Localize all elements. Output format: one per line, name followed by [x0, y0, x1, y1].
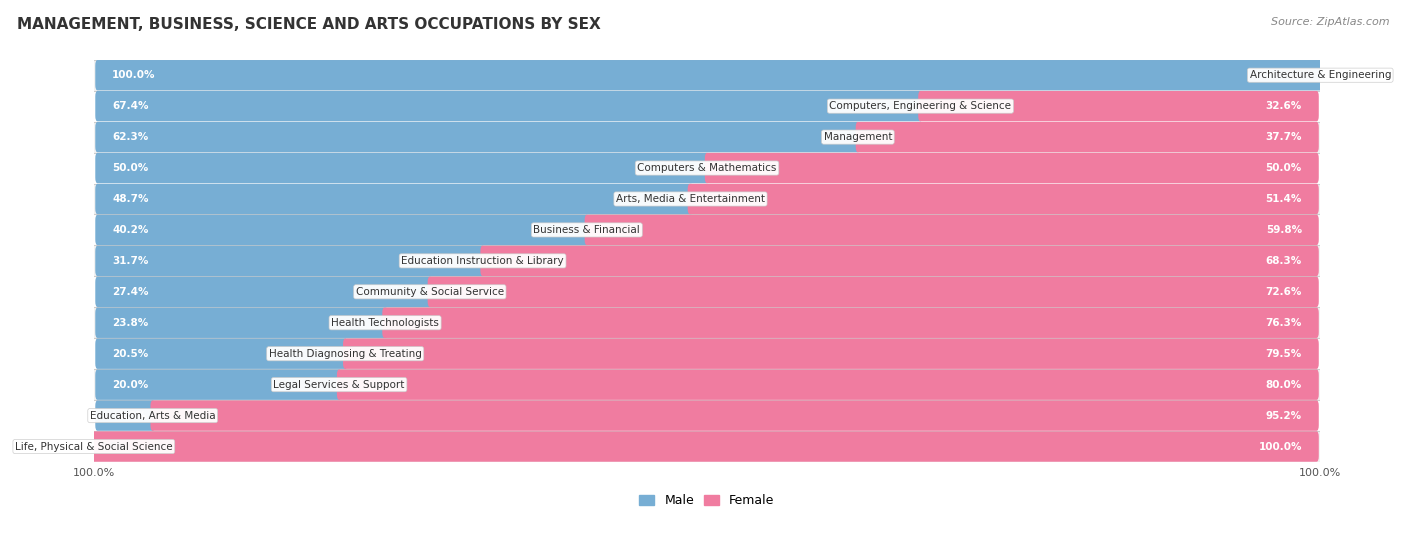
- Text: MANAGEMENT, BUSINESS, SCIENCE AND ARTS OCCUPATIONS BY SEX: MANAGEMENT, BUSINESS, SCIENCE AND ARTS O…: [17, 17, 600, 32]
- FancyBboxPatch shape: [96, 307, 388, 338]
- Text: 27.4%: 27.4%: [112, 287, 149, 297]
- FancyBboxPatch shape: [337, 369, 1319, 400]
- FancyBboxPatch shape: [96, 184, 693, 214]
- FancyBboxPatch shape: [97, 97, 1316, 116]
- Bar: [94, 215, 1320, 245]
- FancyBboxPatch shape: [918, 91, 1319, 121]
- Text: 59.8%: 59.8%: [1265, 225, 1302, 235]
- FancyBboxPatch shape: [97, 406, 1316, 425]
- Text: 62.3%: 62.3%: [112, 132, 149, 142]
- Text: 48.7%: 48.7%: [112, 194, 149, 204]
- Text: 31.7%: 31.7%: [112, 256, 149, 266]
- Text: 32.6%: 32.6%: [1265, 101, 1302, 111]
- Legend: Male, Female: Male, Female: [634, 489, 779, 512]
- FancyBboxPatch shape: [427, 277, 1319, 307]
- Text: 20.5%: 20.5%: [112, 349, 149, 359]
- Bar: [94, 91, 1320, 122]
- Text: 50.0%: 50.0%: [1265, 163, 1302, 173]
- Text: 51.4%: 51.4%: [1265, 194, 1302, 204]
- FancyBboxPatch shape: [97, 127, 1316, 146]
- Bar: [94, 431, 1320, 462]
- FancyBboxPatch shape: [96, 91, 922, 121]
- FancyBboxPatch shape: [96, 400, 155, 431]
- Text: 67.4%: 67.4%: [112, 101, 149, 111]
- Text: Legal Services & Support: Legal Services & Support: [273, 380, 405, 390]
- Text: 40.2%: 40.2%: [112, 225, 149, 235]
- FancyBboxPatch shape: [96, 215, 589, 245]
- FancyBboxPatch shape: [97, 282, 1316, 301]
- Text: 23.8%: 23.8%: [112, 318, 149, 328]
- Text: 4.8%: 4.8%: [118, 411, 146, 420]
- FancyBboxPatch shape: [704, 153, 1319, 183]
- Text: 79.5%: 79.5%: [1265, 349, 1302, 359]
- Bar: [94, 307, 1320, 338]
- Text: 0.0%: 0.0%: [1288, 70, 1315, 80]
- Text: 100.0%: 100.0%: [1258, 442, 1302, 452]
- Text: Education Instruction & Library: Education Instruction & Library: [401, 256, 564, 266]
- Text: 76.3%: 76.3%: [1265, 318, 1302, 328]
- Bar: [94, 60, 1320, 91]
- FancyBboxPatch shape: [96, 339, 347, 369]
- Text: Arts, Media & Entertainment: Arts, Media & Entertainment: [616, 194, 765, 204]
- FancyBboxPatch shape: [585, 215, 1319, 245]
- FancyBboxPatch shape: [382, 307, 1319, 338]
- FancyBboxPatch shape: [150, 400, 1319, 431]
- Text: Computers & Mathematics: Computers & Mathematics: [637, 163, 776, 173]
- Bar: [94, 122, 1320, 153]
- Bar: [94, 153, 1320, 183]
- FancyBboxPatch shape: [96, 153, 709, 183]
- Text: Management: Management: [824, 132, 893, 142]
- Text: Health Diagnosing & Treating: Health Diagnosing & Treating: [269, 349, 422, 359]
- Text: 100.0%: 100.0%: [112, 70, 156, 80]
- FancyBboxPatch shape: [97, 375, 1316, 394]
- Text: Computers, Engineering & Science: Computers, Engineering & Science: [830, 101, 1011, 111]
- Text: Health Technologists: Health Technologists: [332, 318, 439, 328]
- FancyBboxPatch shape: [481, 246, 1319, 276]
- Text: Education, Arts & Media: Education, Arts & Media: [90, 411, 215, 420]
- FancyBboxPatch shape: [97, 437, 1316, 456]
- FancyBboxPatch shape: [97, 344, 1316, 363]
- Text: Source: ZipAtlas.com: Source: ZipAtlas.com: [1271, 17, 1389, 27]
- Bar: [94, 400, 1320, 431]
- FancyBboxPatch shape: [856, 122, 1319, 152]
- FancyBboxPatch shape: [91, 432, 1319, 462]
- FancyBboxPatch shape: [97, 220, 1316, 239]
- Bar: [94, 369, 1320, 400]
- FancyBboxPatch shape: [97, 252, 1316, 271]
- Text: Architecture & Engineering: Architecture & Engineering: [1250, 70, 1391, 80]
- FancyBboxPatch shape: [343, 339, 1319, 369]
- FancyBboxPatch shape: [97, 313, 1316, 333]
- Text: 50.0%: 50.0%: [112, 163, 149, 173]
- Text: 20.0%: 20.0%: [112, 380, 149, 390]
- Text: 95.2%: 95.2%: [1265, 411, 1302, 420]
- Bar: [94, 183, 1320, 215]
- Text: 68.3%: 68.3%: [1265, 256, 1302, 266]
- FancyBboxPatch shape: [688, 184, 1319, 214]
- Bar: [94, 338, 1320, 369]
- FancyBboxPatch shape: [97, 158, 1316, 178]
- Text: Life, Physical & Social Science: Life, Physical & Social Science: [15, 442, 173, 452]
- Bar: [94, 245, 1320, 276]
- Text: 72.6%: 72.6%: [1265, 287, 1302, 297]
- FancyBboxPatch shape: [96, 60, 1323, 91]
- Text: 0.0%: 0.0%: [100, 442, 127, 452]
- FancyBboxPatch shape: [96, 369, 342, 400]
- Text: 37.7%: 37.7%: [1265, 132, 1302, 142]
- FancyBboxPatch shape: [96, 277, 432, 307]
- FancyBboxPatch shape: [97, 190, 1316, 209]
- Text: 80.0%: 80.0%: [1265, 380, 1302, 390]
- FancyBboxPatch shape: [96, 122, 860, 152]
- FancyBboxPatch shape: [96, 246, 485, 276]
- Text: Business & Financial: Business & Financial: [533, 225, 640, 235]
- Text: Community & Social Service: Community & Social Service: [356, 287, 503, 297]
- Bar: [94, 276, 1320, 307]
